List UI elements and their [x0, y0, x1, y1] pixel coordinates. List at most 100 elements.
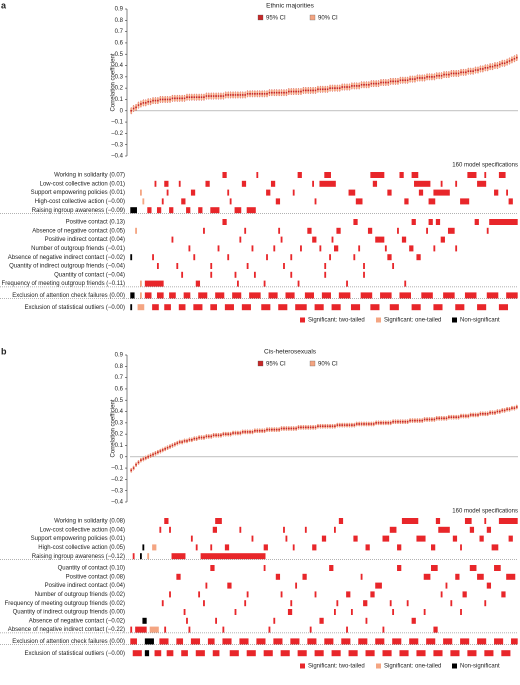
point: [195, 96, 198, 98]
spec-mark: [312, 180, 314, 187]
point: [402, 420, 404, 423]
spec-mark: [292, 544, 295, 551]
point: [469, 70, 472, 72]
spec-mark: [290, 600, 293, 607]
point: [455, 416, 457, 418]
legend-label: 95% CI: [266, 16, 286, 22]
point: [135, 463, 137, 466]
point: [508, 60, 511, 62]
point: [147, 455, 149, 458]
point: [132, 107, 135, 110]
point: [203, 96, 205, 98]
point: [372, 82, 375, 85]
spec-mark: [319, 180, 336, 187]
spec-mark: [280, 591, 283, 598]
point: [496, 410, 499, 413]
spec-mark: [130, 304, 133, 311]
point: [239, 94, 242, 96]
point: [193, 437, 196, 440]
point: [193, 96, 196, 98]
spec-mark: [501, 650, 511, 657]
point: [351, 85, 353, 87]
spec-mark: [455, 304, 465, 311]
spec-mark: [181, 650, 188, 657]
point: [222, 433, 225, 435]
spec-mark: [445, 582, 448, 589]
point: [428, 76, 431, 78]
spec-mark: [367, 227, 373, 234]
point: [200, 96, 203, 98]
point: [305, 89, 307, 92]
point: [455, 72, 457, 75]
point: [275, 91, 278, 94]
point: [249, 93, 251, 95]
spec-mark: [195, 650, 205, 657]
spec-mark: [324, 263, 327, 269]
point: [237, 432, 239, 434]
point: [256, 93, 259, 95]
point: [324, 425, 327, 428]
point: [188, 96, 191, 98]
point: [198, 436, 200, 439]
spec-mark: [438, 526, 450, 533]
point: [506, 61, 508, 63]
spec-mark: [244, 227, 247, 234]
point: [297, 90, 300, 93]
chart-title: Ethnic majorities: [266, 3, 314, 10]
matrix-title: 160 model specifications: [452, 509, 518, 515]
point: [321, 88, 324, 91]
spec-mark: [460, 198, 470, 205]
legend-swatch: [257, 360, 264, 367]
point: [414, 419, 416, 422]
point: [482, 413, 484, 415]
point: [285, 91, 288, 94]
spec-mark: [195, 544, 198, 551]
spec-mark: [309, 626, 312, 633]
legend-swatch: [452, 317, 457, 323]
point: [300, 90, 302, 93]
spec-mark: [234, 207, 242, 214]
spec-mark: [193, 304, 203, 311]
point: [166, 98, 169, 101]
spec-mark: [469, 526, 475, 533]
spec-mark: [152, 304, 159, 311]
spec-mark: [474, 219, 479, 225]
spec-mark: [181, 198, 186, 205]
y-tick-label: –0.1: [111, 120, 123, 126]
point: [341, 86, 343, 88]
point: [154, 452, 157, 455]
point: [149, 454, 152, 457]
point: [365, 83, 368, 86]
point: [469, 414, 472, 416]
point: [234, 94, 237, 96]
y-tick-label: –0.1: [111, 466, 123, 472]
spec-mark: [426, 227, 428, 234]
point: [237, 94, 239, 96]
spec-mark: [198, 591, 201, 598]
y-tick-label: 0.6: [115, 387, 124, 393]
point: [433, 76, 436, 78]
point: [484, 413, 487, 415]
spec-mark: [314, 304, 324, 311]
spec-mark: [290, 254, 293, 261]
spec-mark: [336, 227, 341, 234]
spec-mark: [222, 219, 227, 225]
y-axis-label: Correlation coefficient: [111, 53, 117, 111]
spec-mark: [338, 518, 344, 524]
point: [452, 416, 455, 418]
point: [261, 93, 263, 95]
point: [380, 81, 382, 84]
spec-mark: [375, 582, 382, 589]
point: [191, 96, 193, 98]
point: [266, 428, 268, 431]
point: [450, 416, 453, 418]
spec-mark: [426, 638, 436, 645]
spec-mark: [464, 518, 472, 524]
point: [152, 99, 154, 102]
point: [195, 437, 198, 440]
point: [275, 428, 278, 431]
spec-mark: [508, 535, 513, 542]
row-label: Exclusion of attention check failures (0…: [12, 639, 125, 645]
row-label: Positive indirect contact (0.04): [45, 237, 125, 243]
point: [484, 67, 487, 69]
